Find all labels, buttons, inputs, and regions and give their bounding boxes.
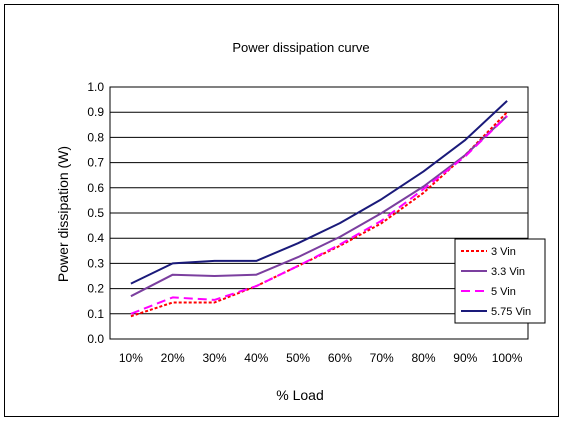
x-tick-label: 70%: [370, 351, 394, 365]
x-tick-label: 50%: [286, 351, 310, 365]
legend-label: 5.75 Vin: [491, 306, 531, 318]
chart-frame: [4, 4, 559, 417]
series-line-3-vin: [130, 111, 508, 318]
y-tick-label: 0.0: [87, 332, 104, 346]
plot-area-border: [109, 86, 529, 340]
y-tick-label: 0.1: [87, 307, 104, 321]
y-tick-label: 1.0: [87, 80, 104, 94]
x-tick-label: 100%: [492, 351, 523, 365]
legend-label: 3.3 Vin: [491, 266, 525, 278]
series-line-5-vin: [130, 115, 508, 315]
y-axis-label: Power dissipation (W): [55, 146, 71, 282]
y-tick-label: 0.9: [87, 105, 104, 119]
legend-label: 5 Vin: [491, 286, 516, 298]
series-line-5-75-vin: [130, 100, 508, 285]
y-tick-label: 0.3: [87, 256, 104, 270]
x-tick-label: 30%: [202, 351, 226, 365]
y-tick-label: 0.2: [87, 282, 104, 296]
x-tick-label: 10%: [119, 351, 143, 365]
x-tick-label: 60%: [328, 351, 352, 365]
x-tick-label: 40%: [244, 351, 268, 365]
chart-title: Power dissipation curve: [232, 40, 369, 55]
series-line-3-3-vin: [130, 115, 508, 298]
y-tick-label: 0.5: [87, 206, 104, 220]
y-tick-label: 0.7: [87, 156, 104, 170]
x-tick-label: 80%: [411, 351, 435, 365]
x-axis-label: % Load: [276, 387, 323, 403]
x-tick-label: 20%: [161, 351, 185, 365]
y-tick-label: 0.4: [87, 231, 104, 245]
y-tick-label: 0.6: [87, 181, 104, 195]
legend-label: 3 Vin: [491, 246, 516, 258]
y-tick-label: 0.8: [87, 130, 104, 144]
legend-box: [454, 238, 546, 324]
x-tick-label: 90%: [453, 351, 477, 365]
